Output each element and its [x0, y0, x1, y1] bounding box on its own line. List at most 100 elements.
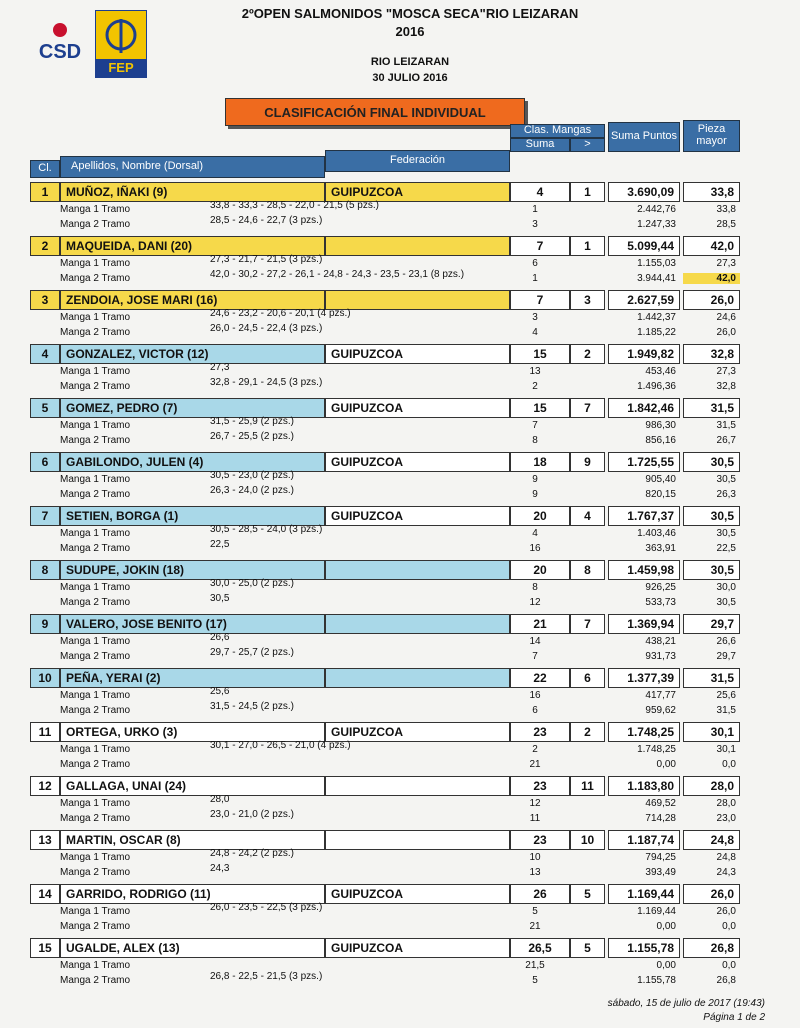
- manga-label: Manga 2 Tramo: [60, 975, 131, 986]
- federation-cell: [325, 560, 510, 580]
- sum-cell: 23: [510, 830, 570, 850]
- manga-label: Manga 1 Tramo: [60, 906, 131, 917]
- sum-cell: 22: [510, 668, 570, 688]
- manga-sum: 21,5: [525, 960, 545, 971]
- manga-label: Manga 2 Tramo: [60, 651, 131, 662]
- manga-catches: 26,0 - 23,5 - 22,5 (3 pzs.): [210, 902, 323, 913]
- gt-cell: 1: [570, 236, 605, 256]
- name-cell: SUDUPE, JOKIN (18): [60, 560, 325, 580]
- rank-cell: 7: [30, 506, 60, 526]
- manga-points: 1.496,36: [637, 381, 676, 392]
- manga-label: Manga 1 Tramo: [60, 798, 131, 809]
- manga-catches: 31,5 - 25,9 (2 pzs.): [210, 416, 294, 427]
- manga-points: 417,77: [645, 690, 676, 701]
- federation-cell: [325, 776, 510, 796]
- manga-sum: 4: [532, 528, 538, 539]
- manga-label: Manga 2 Tramo: [60, 435, 131, 446]
- manga-biggest: 26,3: [716, 489, 736, 500]
- manga-points: 3.944,41: [637, 273, 676, 284]
- manga-catches: 30,5 - 23,0 (2 pzs.): [210, 470, 294, 481]
- sum-cell: 15: [510, 398, 570, 418]
- biggest-cell: 26,8: [683, 938, 740, 958]
- manga-points: 0,00: [656, 960, 676, 971]
- logo-csd: CSD: [30, 20, 90, 70]
- manga-points: 438,21: [645, 636, 676, 647]
- sum-cell: 15: [510, 344, 570, 364]
- manga-points: 931,73: [645, 651, 676, 662]
- manga-sum: 6: [532, 705, 538, 716]
- rank-cell: 13: [30, 830, 60, 850]
- federation-cell: [325, 290, 510, 310]
- logo-csd-graphic: CSD: [39, 23, 81, 63]
- gt-cell: 4: [570, 506, 605, 526]
- manga-sum: 3: [532, 312, 538, 323]
- col-header: Clas. Mangas: [510, 124, 605, 138]
- manga-points: 1.442,37: [637, 312, 676, 323]
- manga-biggest: 30,5: [716, 474, 736, 485]
- manga-biggest: 32,8: [716, 381, 736, 392]
- manga-catches: 31,5 - 24,5 (2 pzs.): [210, 701, 294, 712]
- manga-label: Manga 2 Tramo: [60, 381, 131, 392]
- manga-label: Manga 2 Tramo: [60, 813, 131, 824]
- manga-biggest: 33,8: [716, 204, 736, 215]
- manga-points: 1.155,03: [637, 258, 676, 269]
- rank-cell: 2: [30, 236, 60, 256]
- manga-label: Manga 2 Tramo: [60, 273, 131, 284]
- sum-cell: 26,5: [510, 938, 570, 958]
- manga-label: Manga 1 Tramo: [60, 528, 131, 539]
- manga-biggest: 0,0: [722, 921, 736, 932]
- manga-points: 959,62: [645, 705, 676, 716]
- manga-sum: 8: [532, 435, 538, 446]
- manga-biggest: 30,5: [716, 528, 736, 539]
- manga-catches: 26,6: [210, 632, 230, 643]
- manga-sum: 1: [532, 204, 538, 215]
- manga-points: 794,25: [645, 852, 676, 863]
- manga-sum: 9: [532, 489, 538, 500]
- manga-points: 1.155,78: [637, 975, 676, 986]
- manga-sum: 5: [532, 975, 538, 986]
- manga-biggest: 0,0: [722, 759, 736, 770]
- manga-points: 714,28: [645, 813, 676, 824]
- manga-catches: 26,3 - 24,0 (2 pzs.): [210, 485, 294, 496]
- banner: CLASIFICACIÓN FINAL INDIVIDUAL: [225, 98, 525, 126]
- manga-points: 2.442,76: [637, 204, 676, 215]
- col-header: Suma: [510, 138, 570, 152]
- manga-label: Manga 1 Tramo: [60, 852, 131, 863]
- manga-label: Manga 1 Tramo: [60, 258, 131, 269]
- federation-cell: GUIPUZCOA: [325, 506, 510, 526]
- sum-cell: 21: [510, 614, 570, 634]
- federation-cell: [325, 668, 510, 688]
- manga-catches: 28,0: [210, 794, 230, 805]
- col-header: Suma Puntos: [608, 122, 680, 152]
- col-header: Apellidos, Nombre (Dorsal): [60, 156, 325, 178]
- biggest-cell: 28,0: [683, 776, 740, 796]
- manga-sum: 11: [529, 813, 541, 824]
- biggest-cell: 33,8: [683, 182, 740, 202]
- manga-points: 856,16: [645, 435, 676, 446]
- biggest-cell: 30,5: [683, 560, 740, 580]
- rank-cell: 5: [30, 398, 60, 418]
- place: RIO LEIZARAN: [370, 56, 450, 68]
- points-cell: 5.099,44: [608, 236, 680, 256]
- biggest-cell: 30,1: [683, 722, 740, 742]
- col-header: Pieza mayor: [683, 120, 740, 152]
- logo-fep: FEP: [95, 10, 147, 78]
- manga-sum: 2: [532, 744, 538, 755]
- biggest-cell: 29,7: [683, 614, 740, 634]
- points-cell: 1.842,46: [608, 398, 680, 418]
- manga-biggest: 26,8: [716, 975, 736, 986]
- footer-page: Página 1 de 2: [703, 1012, 765, 1023]
- manga-catches: 27,3: [210, 362, 230, 373]
- manga-biggest: 24,8: [716, 852, 736, 863]
- sum-cell: 23: [510, 776, 570, 796]
- manga-label: Manga 2 Tramo: [60, 867, 131, 878]
- date: 30 JULIO 2016: [372, 72, 448, 84]
- manga-catches: 28,5 - 24,6 - 22,7 (3 pzs.): [210, 215, 323, 226]
- name-cell: UGALDE, ALEX (13): [60, 938, 325, 958]
- manga-sum: 13: [529, 867, 541, 878]
- manga-label: Manga 2 Tramo: [60, 705, 131, 716]
- logo-fep-graphic: FEP: [96, 19, 146, 77]
- name-cell: VALERO, JOSE BENITO (17): [60, 614, 325, 634]
- name-cell: GALLAGA, UNAI (24): [60, 776, 325, 796]
- manga-biggest: 28,0: [716, 798, 736, 809]
